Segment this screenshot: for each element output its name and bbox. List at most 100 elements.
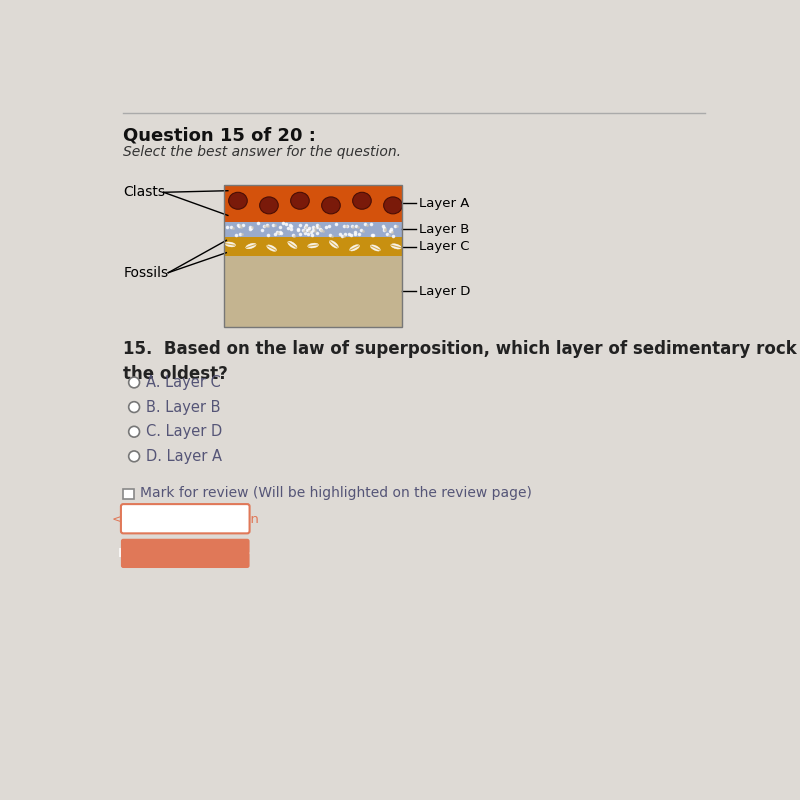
Ellipse shape [384,197,402,214]
Point [221,220,234,233]
Point [302,227,314,240]
Text: Select the best answer for the question.: Select the best answer for the question. [123,145,402,158]
Text: Layer B: Layer B [418,223,469,236]
Ellipse shape [288,241,297,249]
Ellipse shape [330,241,338,248]
Ellipse shape [266,245,277,251]
Point [311,221,324,234]
Ellipse shape [246,243,256,249]
FancyBboxPatch shape [121,538,250,568]
Point [345,229,358,242]
Point [233,219,246,232]
Text: C. Layer D: C. Layer D [146,424,222,439]
Point [377,222,390,234]
Point [300,221,313,234]
Point [312,220,325,233]
Point [357,225,370,238]
Point [315,223,328,236]
Point [298,226,311,239]
Point [306,221,319,234]
Point [366,229,379,242]
Point [234,219,246,232]
Point [300,224,313,237]
Point [324,229,337,242]
Point [301,224,314,237]
Point [319,221,332,234]
Point [237,218,250,231]
Point [230,229,242,242]
Point [294,218,307,231]
Point [322,219,335,232]
Text: Mark for review (Will be highlighted on the review page): Mark for review (Will be highlighted on … [140,486,532,500]
Point [378,224,391,237]
Point [258,219,270,232]
Point [345,219,358,232]
Point [348,228,361,241]
Point [234,227,246,240]
Bar [224,185,402,327]
Point [341,219,354,232]
Point [307,223,320,236]
Point [288,230,301,242]
Point [269,219,282,232]
Point [308,222,321,234]
Point [285,222,298,235]
Point [268,228,281,241]
Point [378,222,391,235]
Point [338,230,350,242]
Point [274,226,286,238]
Point [342,227,355,240]
Ellipse shape [260,197,278,214]
Text: Fossils: Fossils [123,266,168,280]
Point [243,222,256,235]
Ellipse shape [350,245,359,251]
Bar [224,222,402,238]
Text: Layer D: Layer D [418,285,470,298]
Point [292,222,305,235]
Point [232,218,245,231]
Point [385,222,398,235]
Bar [224,256,402,327]
Point [326,230,338,242]
Text: B. Layer B: B. Layer B [146,399,221,414]
Point [390,220,403,233]
Ellipse shape [290,192,310,210]
Point [260,219,273,232]
Point [284,219,297,232]
Point [315,224,328,237]
FancyBboxPatch shape [121,504,250,534]
Ellipse shape [353,192,371,210]
Point [298,220,311,233]
Text: D. Layer A: D. Layer A [146,449,222,464]
Point [234,220,247,233]
Ellipse shape [370,245,380,251]
Circle shape [129,451,139,462]
Point [259,220,272,233]
Point [296,224,309,237]
Point [244,220,257,233]
Ellipse shape [229,192,247,210]
Point [314,222,326,235]
Point [310,227,323,240]
Circle shape [129,402,139,413]
Point [309,224,322,237]
Point [334,227,346,240]
Point [270,226,283,238]
Point [353,228,366,241]
Point [245,221,258,234]
Point [225,221,238,234]
Point [286,229,299,242]
Point [272,226,285,239]
Point [330,218,342,230]
Bar [224,238,402,256]
Text: Clasts: Clasts [123,186,166,199]
Point [252,217,265,230]
Point [336,230,349,242]
Point [389,219,402,232]
Point [377,223,390,236]
Ellipse shape [390,244,402,249]
Point [382,228,395,241]
Ellipse shape [225,242,235,247]
Circle shape [129,377,139,388]
Point [282,222,294,235]
